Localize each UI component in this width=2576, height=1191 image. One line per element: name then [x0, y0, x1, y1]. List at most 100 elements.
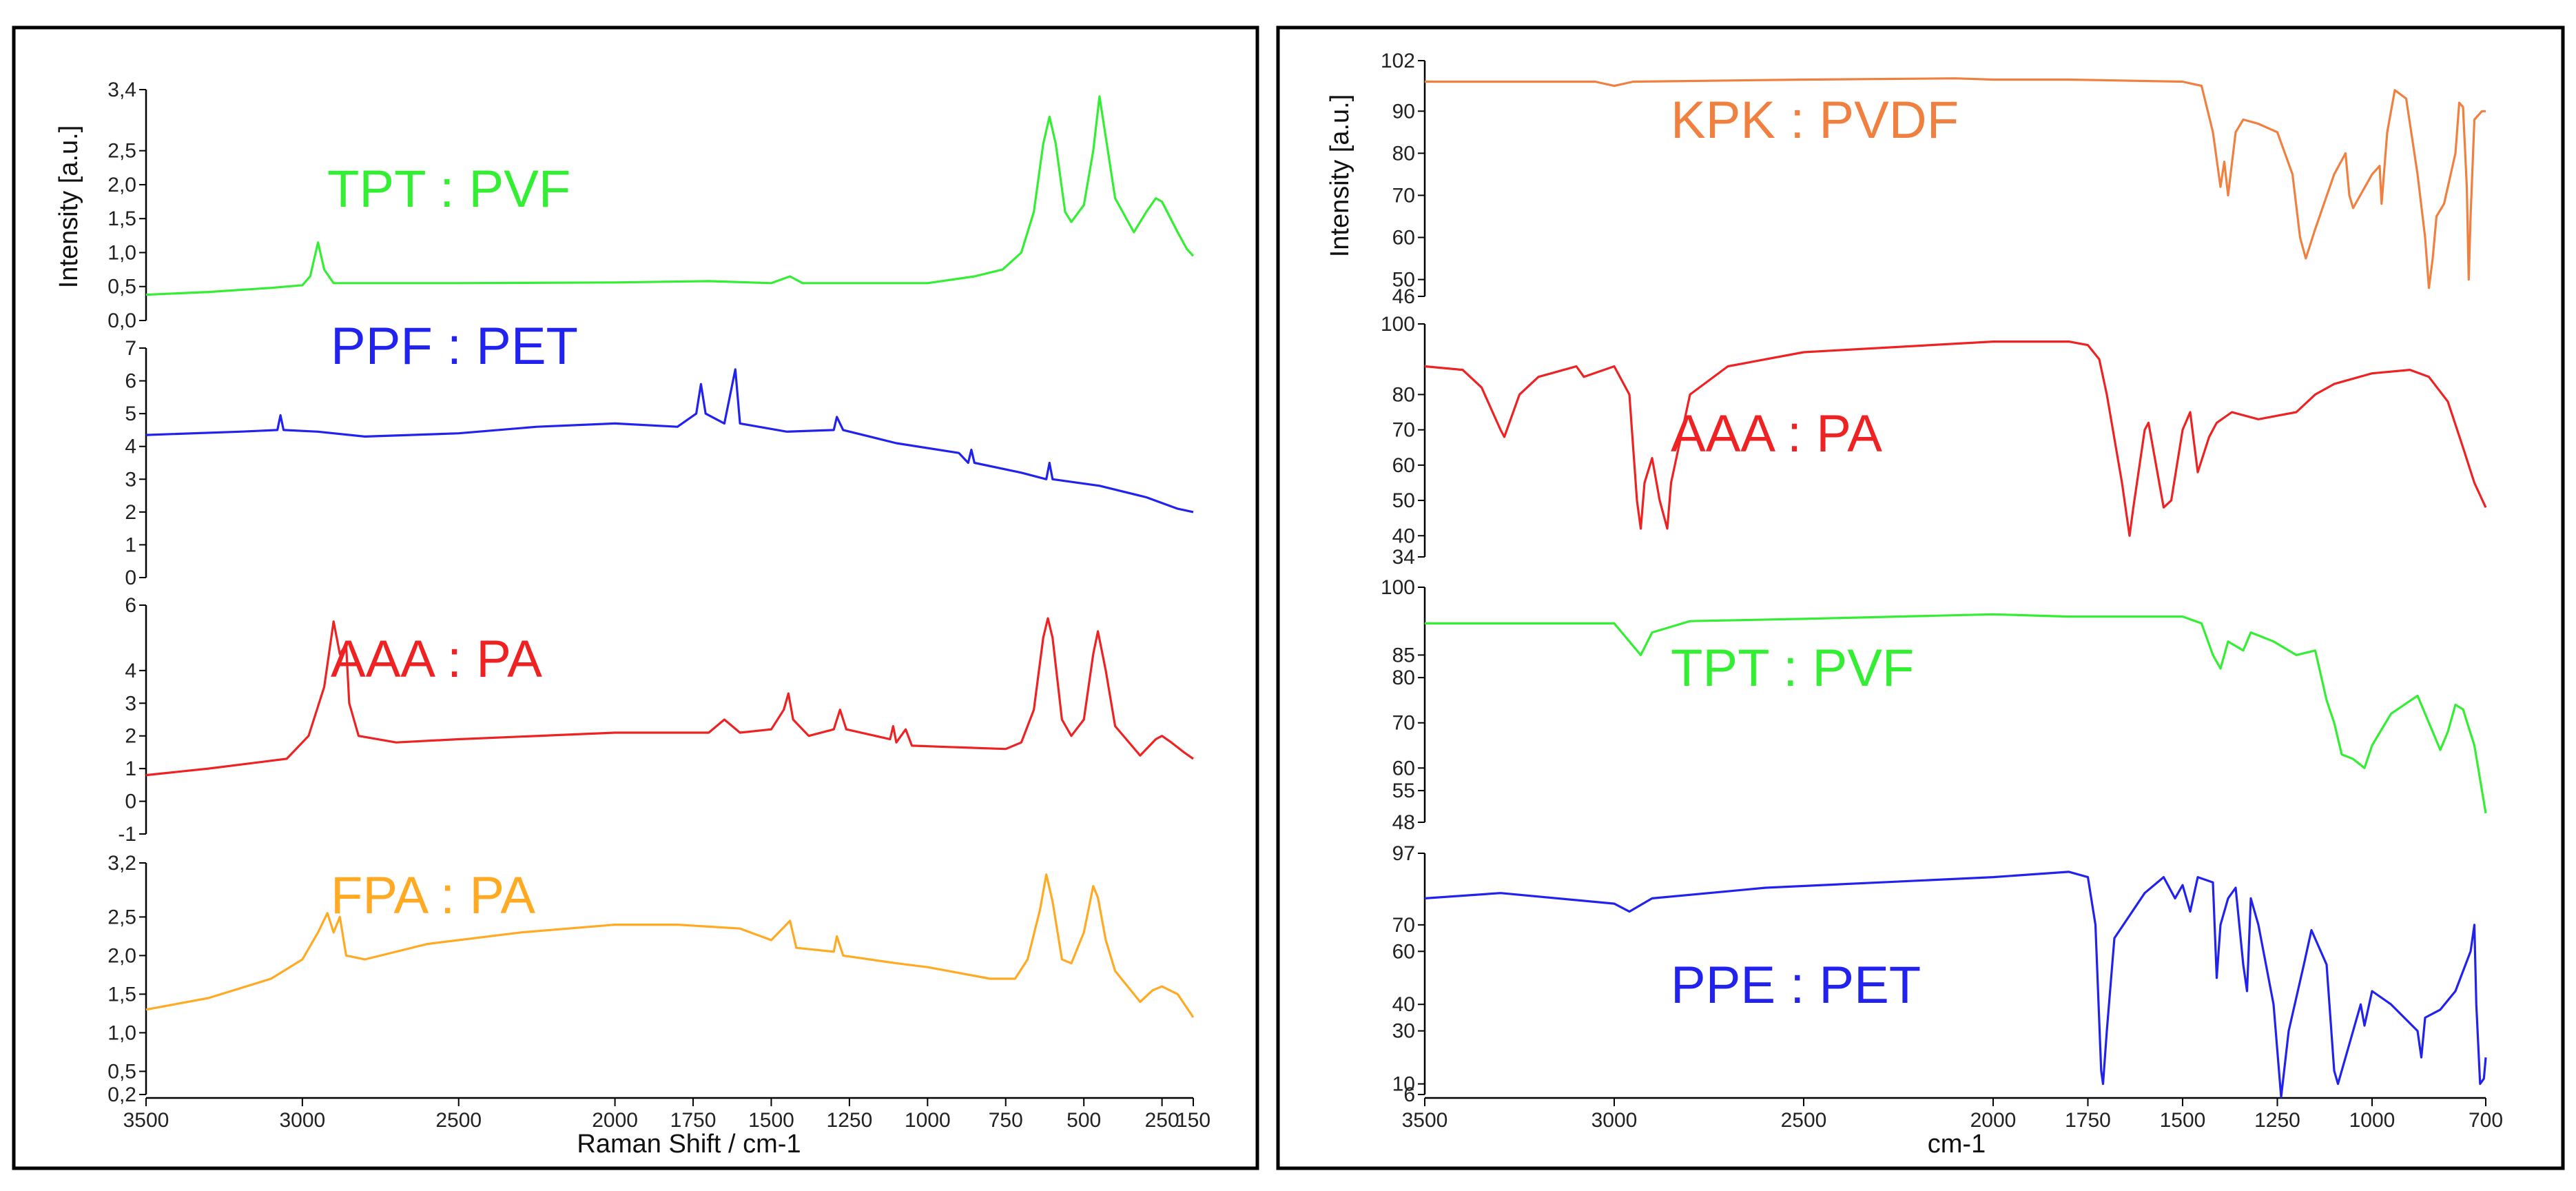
ftir-series-line-2: [1424, 340, 2487, 537]
ftir-y-tick-label: 80: [1392, 142, 1415, 165]
raman-y-tick-label: 1: [125, 533, 136, 556]
ftir-y-tick-label: 70: [1392, 184, 1415, 207]
raman-y-tick-label: 0: [125, 791, 136, 813]
ftir-y-tick-label: 40: [1392, 525, 1415, 547]
ftir-y-tick-label: 48: [1392, 811, 1415, 834]
raman-series-label-fpa-pa: FPA : PA: [331, 866, 535, 925]
raman-y-tick-label: 6: [125, 370, 136, 393]
raman-y-tick-label: 2: [125, 725, 136, 748]
raman-y-tick-label: 7: [125, 337, 136, 360]
ftir-y-tick-label: 85: [1392, 644, 1415, 666]
raman-series-line-4: [145, 873, 1195, 1018]
raman-x-tick-label: 2500: [435, 1109, 482, 1132]
raman-y-tick-label: 5: [125, 403, 136, 425]
raman-y-tick-label: 0,5: [107, 276, 136, 298]
raman-y-tick-label: 2: [125, 501, 136, 524]
raman-y-tick-label: 3,4: [107, 79, 136, 101]
ftir-y-tick-label: 100: [1381, 313, 1415, 336]
ftir-y-tick-label: 30: [1392, 1020, 1415, 1043]
raman-series-label-tpt-pvf: TPT : PVF: [327, 160, 570, 218]
raman-x-tick-label: 250: [1145, 1109, 1179, 1132]
ftir-y-tick-label: 50: [1392, 489, 1415, 512]
ftir-y-axis-label: Intensity [a.u.]: [1326, 94, 1354, 258]
raman-y-tick-label: 2,5: [107, 906, 136, 928]
ftir-series-label-ppe-pet: PPE : PET: [1671, 956, 1921, 1015]
raman-y-tick-label: 1,5: [107, 983, 136, 1006]
raman-y-tick-label: 4: [125, 436, 136, 458]
ftir-y-tick-label: 70: [1392, 712, 1415, 735]
raman-series-label-ppf-pet: PPF : PET: [331, 317, 578, 376]
ftir-y-tick-label: 102: [1381, 50, 1415, 72]
ftir-x-tick-label: 2000: [1970, 1109, 2017, 1132]
raman-y-tick-label: 2,0: [107, 944, 136, 967]
ftir-y-tick-label: 55: [1392, 780, 1415, 802]
raman-x-tick-label: 2000: [592, 1109, 638, 1132]
raman-y-tick-label: 2,5: [107, 140, 136, 163]
ftir-series-line-1: [1425, 77, 2486, 289]
ftir-y-tick-label: 60: [1392, 757, 1415, 780]
raman-x-tick-label: 500: [1067, 1109, 1101, 1132]
ftir-y-tick-label: 34: [1392, 546, 1415, 569]
raman-y-tick-label: 0: [125, 567, 136, 589]
raman-y-tick-label: 3: [125, 692, 136, 715]
ftir-chart: 3500 3000 2500 2000 1750 1500 1250 1000 70046506…: [1276, 26, 2565, 1170]
raman-y-tick-label: 0,5: [107, 1060, 136, 1083]
raman-y-tick-label: 0,2: [107, 1083, 136, 1106]
ftir-y-tick-label: 60: [1392, 454, 1415, 477]
ftir-y-tick-label: 50: [1392, 269, 1415, 292]
raman-x-tick-label: 1250: [827, 1109, 873, 1132]
raman-y-tick-label: 3,2: [107, 852, 136, 875]
ftir-x-tick-label: 1000: [2349, 1109, 2395, 1132]
ftir-y-tick-label: 60: [1392, 940, 1415, 963]
raman-x-tick-label: 3500: [123, 1109, 169, 1132]
ftir-series-line-3: [1425, 613, 2487, 814]
ftir-x-axis-label: cm-1: [1928, 1130, 1986, 1159]
ftir-x-tick-label: 1750: [2065, 1109, 2111, 1132]
raman-y-tick-label: 1,5: [107, 207, 136, 230]
ftir-y-tick-label: 90: [1392, 100, 1415, 123]
raman-y-tick-label: 4: [125, 660, 136, 682]
raman-chart: 3500 3000 2500 2000 1750 1500 1250 1000 750 500 25…: [12, 26, 1259, 1170]
ftir-y-tick-label: 6: [1403, 1083, 1415, 1106]
ftir-x-tick-label: 1500: [2160, 1109, 2206, 1132]
ftir-y-tick-label: 46: [1392, 285, 1415, 308]
ftir-series-label-tpt-pvf: TPT : PVF: [1671, 639, 1914, 698]
ftir-y-tick-label: 80: [1392, 666, 1415, 689]
ftir-y-tick-label: 80: [1392, 383, 1415, 406]
ftir-y-tick-label: 60: [1392, 227, 1415, 250]
ftir-y-tick-label: 97: [1392, 842, 1415, 865]
raman-y-tick-label: 6: [125, 594, 136, 617]
raman-y-tick-label: -1: [118, 823, 136, 846]
raman-y-tick-label: 1: [125, 757, 136, 780]
ftir-y-tick-label: 40: [1392, 993, 1415, 1016]
raman-y-tick-label: 1,0: [107, 1021, 136, 1044]
raman-x-tick-label: 1500: [748, 1109, 794, 1132]
raman-x-tick-label: 1000: [905, 1109, 951, 1132]
raman-series-label-aaa-pa: AAA : PA: [331, 630, 542, 689]
ftir-x-tick-label: 2500: [1781, 1109, 1827, 1132]
raman-series-line-2: [145, 368, 1194, 513]
raman-x-tick-label: 1750: [670, 1109, 717, 1132]
ftir-y-tick-label: 10: [1392, 1073, 1415, 1096]
ftir-series-label-aaa-pa: AAA : PA: [1671, 405, 1882, 463]
raman-series-line-3: [145, 617, 1194, 777]
ftir-y-tick-label: 70: [1392, 914, 1415, 937]
raman-y-tick-label: 0,0: [107, 309, 136, 332]
raman-y-tick-label: 1,0: [107, 241, 136, 264]
raman-y-tick-label: 3: [125, 468, 136, 491]
raman-x-axis-label: Raman Shift / cm-1: [577, 1130, 801, 1159]
ftir-x-tick-label: 1250: [2254, 1109, 2300, 1132]
ftir-x-tick-label: 3500: [1402, 1109, 1448, 1132]
raman-y-axis-label: Intensity [a.u.]: [54, 125, 83, 289]
ftir-frame: [1276, 26, 2565, 1170]
ftir-x-tick-label: 3000: [1591, 1109, 1638, 1132]
ftir-y-tick-label: 100: [1381, 576, 1415, 599]
raman-frame: [12, 26, 1259, 1170]
ftir-series-line-4: [1424, 871, 2487, 1099]
raman-x-tick-label: 150: [1176, 1109, 1210, 1132]
ftir-y-tick-label: 70: [1392, 419, 1415, 442]
raman-x-tick-label: 3000: [279, 1109, 325, 1132]
raman-y-tick-label: 2,0: [107, 174, 136, 196]
ftir-series-label-kpk-pvdf: KPK : PVDF: [1671, 91, 1959, 150]
